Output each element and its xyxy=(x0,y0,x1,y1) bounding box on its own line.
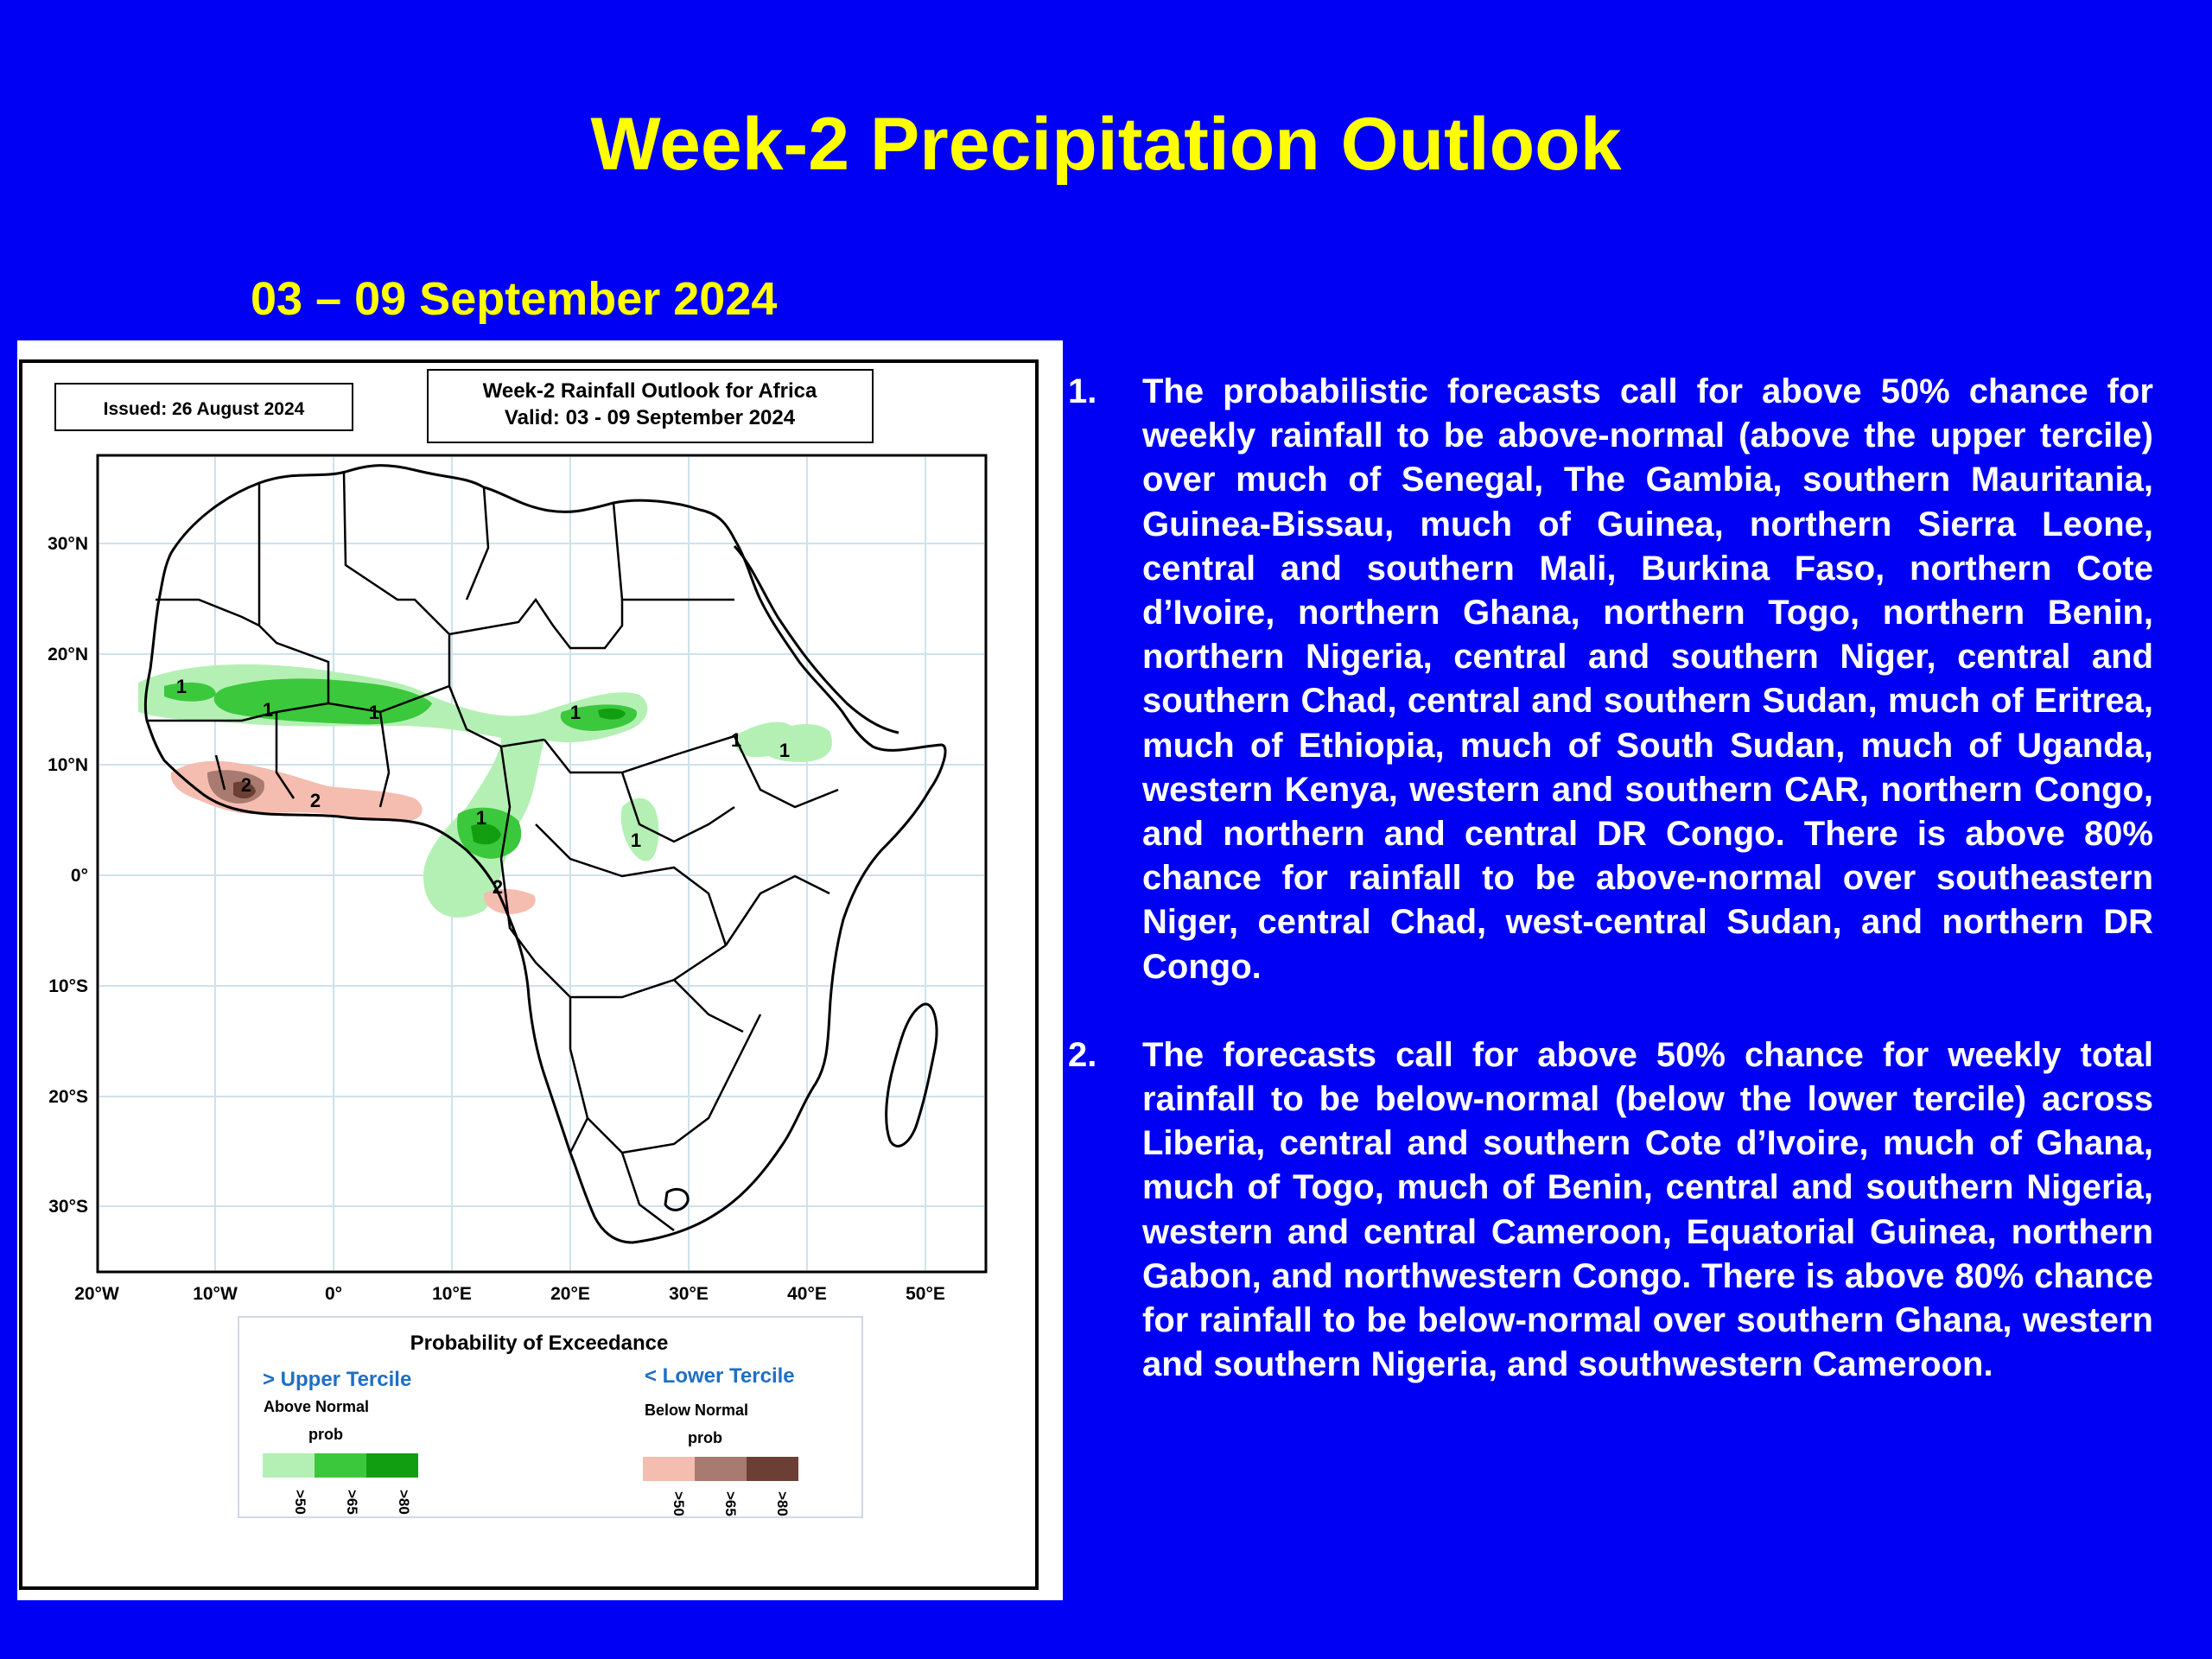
legend-swatch xyxy=(366,1453,418,1478)
date-range: 03 – 09 September 2024 xyxy=(251,273,778,325)
legend-tick: >80 xyxy=(396,1490,412,1515)
legend-title: Probability of Exceedance xyxy=(410,1332,669,1355)
legend-lower-sub1: Below Normal xyxy=(645,1402,748,1419)
lon-label: 50°E xyxy=(906,1284,945,1304)
lat-label: 20°S xyxy=(48,1087,88,1107)
outlook-map-panel: Issued: 26 August 2024 Week-2 Rainfall O… xyxy=(17,340,1063,1600)
legend-lower-heading: < Lower Tercile xyxy=(645,1364,795,1388)
lon-label: 40°E xyxy=(787,1284,827,1304)
region-label: 1 xyxy=(476,807,486,829)
legend-swatch xyxy=(747,1457,798,1481)
longitude-labels: 20°W 10°W 0° 10°E 20°E 30°E 40°E 50°E xyxy=(74,1284,945,1304)
arabian-coast xyxy=(733,544,899,734)
issued-label: Issued: 26 August 2024 xyxy=(104,399,305,419)
legend-upper-sub2: prob xyxy=(308,1426,343,1443)
region-label: 1 xyxy=(570,702,581,723)
note-number: 1. xyxy=(1068,372,1097,410)
lat-label: 10°S xyxy=(48,976,88,996)
lon-label: 0° xyxy=(325,1284,342,1304)
region-label: 1 xyxy=(176,676,187,697)
map-title-line1: Week-2 Rainfall Outlook for Africa xyxy=(483,379,817,403)
lon-label: 20°W xyxy=(74,1284,119,1304)
lon-label: 20°E xyxy=(550,1284,590,1304)
slide-title: Week-2 Precipitation Outlook xyxy=(590,103,1622,186)
legend-tick: >80 xyxy=(774,1491,791,1516)
legend-tick: >65 xyxy=(722,1491,739,1516)
note-text: The forecasts call for above 50% chance … xyxy=(1142,1035,2153,1384)
region-label: 1 xyxy=(263,699,273,721)
region-label: 2 xyxy=(241,774,251,796)
legend-tick: >50 xyxy=(292,1490,308,1515)
lon-label: 30°E xyxy=(669,1284,709,1304)
lat-label: 30°S xyxy=(48,1197,88,1217)
lat-label: 20°N xyxy=(48,645,88,664)
legend-upper-sub1: Above Normal xyxy=(264,1398,369,1415)
region-label: 1 xyxy=(631,830,641,851)
lon-label: 10°E xyxy=(432,1284,472,1304)
legend-swatch xyxy=(263,1453,315,1478)
map-title-box xyxy=(427,369,874,443)
note-item: 2. The forecasts call for above 50% chan… xyxy=(1068,1033,2153,1388)
legend-box xyxy=(238,1316,863,1518)
lon-label: 10°W xyxy=(193,1284,238,1304)
note-item: 1. The probabilistic forecasts call for … xyxy=(1068,370,2153,989)
region-label: 1 xyxy=(779,740,790,761)
above-normal-shading xyxy=(138,664,832,918)
map-frame xyxy=(19,359,1039,1590)
lat-label: 10°N xyxy=(48,755,88,775)
issued-box xyxy=(54,383,353,431)
legend-tick: >65 xyxy=(344,1490,360,1515)
lesotho-outline xyxy=(664,1187,690,1211)
lat-label: 0° xyxy=(71,866,88,886)
legend-swatch xyxy=(315,1453,366,1478)
africa-coastline xyxy=(143,464,947,1244)
note-text: The probabilistic forecasts call for abo… xyxy=(1142,372,2153,986)
legend-swatch xyxy=(643,1457,695,1481)
lat-label: 30°N xyxy=(48,534,88,554)
outlook-notes: 1. The probabilistic forecasts call for … xyxy=(1068,370,2153,1431)
region-label: 1 xyxy=(731,729,741,751)
outlook-map: Issued: 26 August 2024 Week-2 Rainfall O… xyxy=(19,359,1039,1590)
legend-upper-heading: > Upper Tercile xyxy=(263,1368,411,1391)
note-number: 2. xyxy=(1068,1035,1097,1074)
legend-swatch xyxy=(695,1457,747,1481)
madagascar-outline xyxy=(885,1002,938,1147)
region-label: 1 xyxy=(369,702,379,723)
legend-tick: >50 xyxy=(671,1491,687,1516)
country-borders xyxy=(147,471,839,1231)
plot-area xyxy=(96,454,988,1274)
latitude-labels: 30°N 20°N 10°N 0° 10°S 20°S 30°S xyxy=(48,534,88,1217)
region-label: 2 xyxy=(310,790,321,811)
map-title-line2: Valid: 03 - 09 September 2024 xyxy=(505,406,796,429)
legend: Probability of Exceedance > Upper Tercil… xyxy=(238,1316,863,1518)
legend-lower-sub2: prob xyxy=(688,1429,722,1446)
region-label: 2 xyxy=(493,876,503,898)
region-probability-labels: 1 1 1 1 1 1 1 1 2 2 2 xyxy=(176,676,790,898)
